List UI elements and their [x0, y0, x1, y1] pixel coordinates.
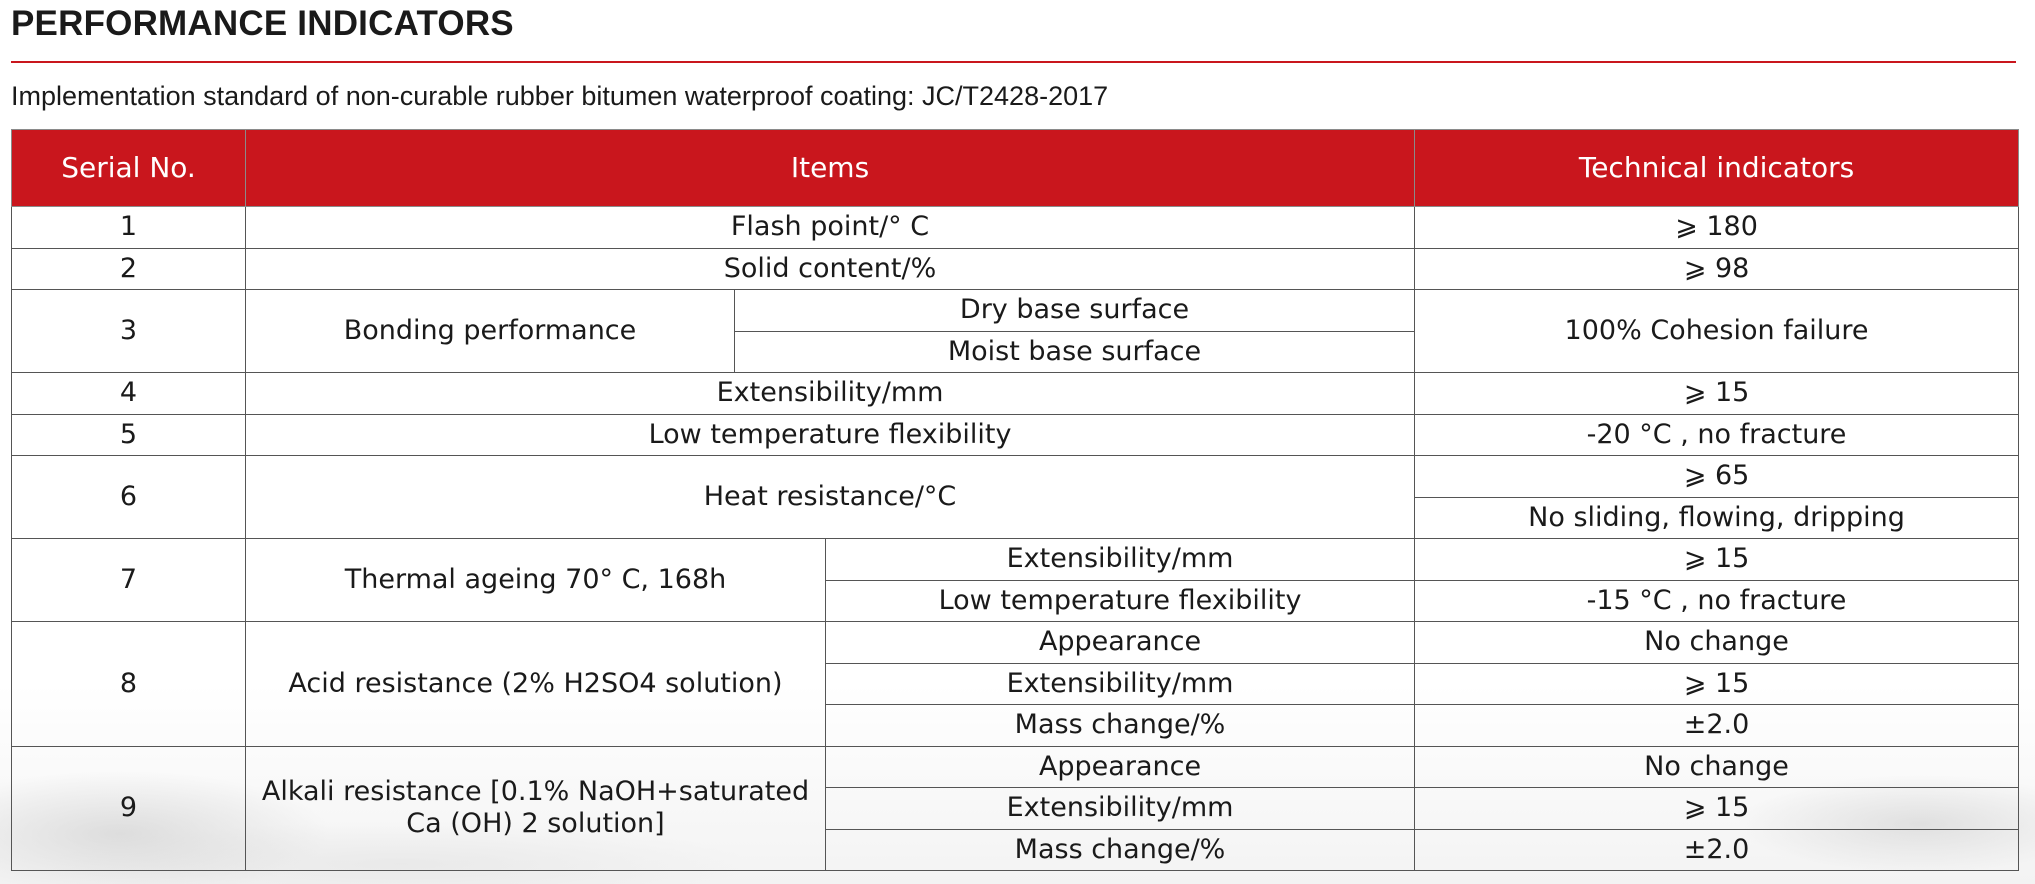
- indicator-cell: -20 °C , no fracture: [1414, 413, 2020, 456]
- serial-cell: 2: [11, 247, 246, 290]
- serial-cell: 9: [11, 745, 246, 871]
- indicator-cell: ±2.0: [1414, 828, 2020, 871]
- item-cell: Solid content/%: [244, 247, 1416, 290]
- header-serial-no: Serial No.: [11, 129, 246, 207]
- sub-item-cell: Low temperature flexibility: [824, 579, 1416, 622]
- header-technical-indicators: Technical indicators: [1414, 129, 2020, 207]
- table-row: 3 Bonding performance Dry base surface 1…: [11, 289, 2020, 373]
- indicator-cell: No sliding, flowing, dripping: [1414, 496, 2020, 539]
- serial-cell: 8: [11, 621, 246, 747]
- sub-item-cell: Appearance: [824, 621, 1416, 664]
- sub-item-cell: Dry base surface: [733, 289, 1416, 332]
- sub-item-cell: Mass change/%: [824, 704, 1416, 747]
- serial-cell: 1: [11, 206, 246, 249]
- table-row: Extensibility/mm ⩾ 15: [12, 787, 2020, 830]
- serial-cell: 4: [11, 372, 246, 415]
- table-row: Extensibility/mm ⩾ 15: [12, 662, 2020, 705]
- sub-item-cell: Extensibility/mm: [824, 787, 1416, 830]
- table-row: 7 Thermal ageing 70° C, 168h Extensibili…: [11, 538, 2020, 622]
- indicator-cell: -15 °C , no fracture: [1414, 579, 2020, 622]
- item-cell: Flash point/° C: [244, 206, 1416, 249]
- indicator-cell: ±2.0: [1414, 704, 2020, 747]
- indicator-cell: ⩾ 180: [1414, 206, 2020, 249]
- item-cell: Acid resistance (2% H2SO4 solution): [245, 621, 826, 747]
- indicator-cell: ⩾ 15: [1414, 372, 2020, 415]
- item-cell: Alkali resistance [0.1% NaOH+saturated C…: [245, 745, 826, 871]
- table-row: 8 Acid resistance (2% H2SO4 solution) Ap…: [11, 621, 2020, 747]
- standard-subtitle: Implementation standard of non-curable r…: [11, 81, 1109, 111]
- sub-item-cell: Mass change/%: [824, 828, 1416, 871]
- table-row: 9 Alkali resistance [0.1% NaOH+saturated…: [11, 745, 2020, 871]
- serial-cell: 5: [11, 413, 246, 456]
- serial-cell: 7: [11, 538, 246, 622]
- performance-table: Serial No. Items Technical indicators 1 …: [11, 129, 2020, 871]
- indicator-cell: ⩾ 15: [1414, 538, 2020, 581]
- item-cell: Heat resistance/°C: [244, 455, 1416, 539]
- table-row: Low temperature flexibility -15 °C , no …: [12, 579, 2020, 622]
- serial-cell: 6: [11, 455, 246, 539]
- table-row: 4 Extensibility/mm ⩾ 15: [11, 372, 2020, 415]
- sub-item-cell: Appearance: [824, 745, 1416, 788]
- table-row: 2 Solid content/% ⩾ 98: [11, 247, 2020, 290]
- indicator-cell: ⩾ 98: [1414, 247, 2020, 290]
- table-row: 5 Low temperature flexibility -20 °C , n…: [11, 413, 2020, 456]
- table-header-row: Serial No. Items Technical indicators: [11, 129, 2020, 207]
- sub-item-cell: Extensibility/mm: [824, 662, 1416, 705]
- indicator-cell: ⩾ 65: [1414, 455, 2020, 498]
- table-row: 6 Heat resistance/°C ⩾ 65: [11, 455, 2020, 539]
- sub-item-cell: Moist base surface: [733, 330, 1416, 373]
- table-row: 1 Flash point/° C ⩾ 180: [11, 206, 2020, 249]
- item-cell: Extensibility/mm: [244, 372, 1416, 415]
- item-cell: Thermal ageing 70° C, 168h: [245, 538, 826, 622]
- indicator-cell: No change: [1414, 745, 2020, 788]
- item-cell: Bonding performance: [245, 289, 735, 373]
- table-row: Mass change/% ±2.0: [12, 704, 2020, 747]
- page-title: PERFORMANCE INDICATORS: [11, 4, 514, 43]
- item-cell: Low temperature flexibility: [244, 413, 1416, 456]
- table-row: Moist base surface: [12, 330, 2019, 373]
- sub-item-cell: Extensibility/mm: [824, 538, 1416, 581]
- indicator-cell: 100% Cohesion failure: [1414, 289, 2020, 373]
- indicator-cell: No change: [1414, 621, 2020, 664]
- table-row: Mass change/% ±2.0: [12, 828, 2020, 871]
- title-divider: [11, 61, 2016, 63]
- header-items: Items: [244, 129, 1416, 207]
- serial-cell: 3: [11, 289, 246, 373]
- indicator-cell: ⩾ 15: [1414, 662, 2020, 705]
- indicator-cell: ⩾ 15: [1414, 787, 2020, 830]
